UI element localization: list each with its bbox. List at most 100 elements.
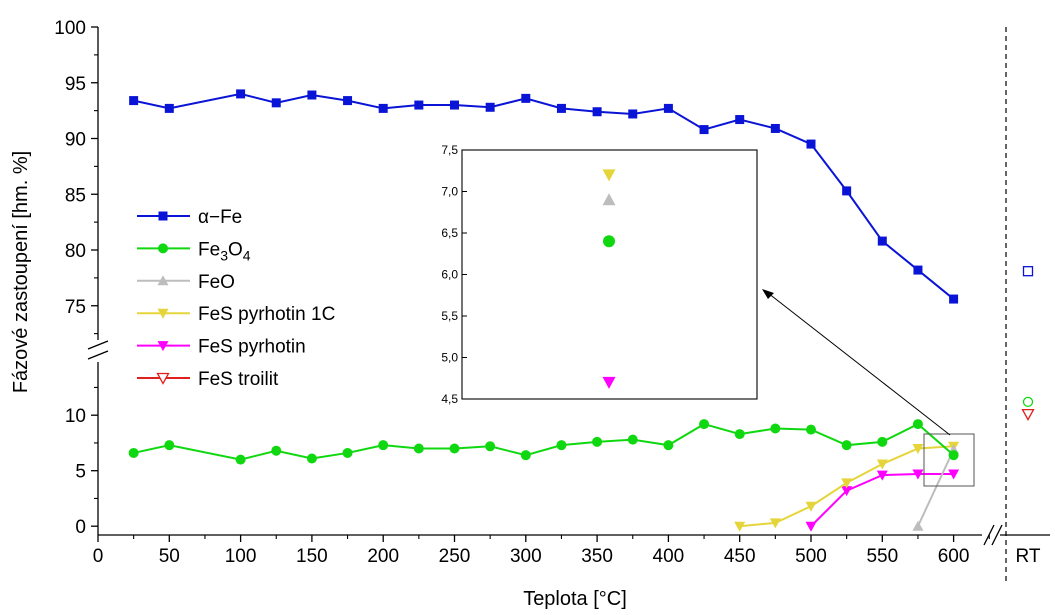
data-point <box>948 450 959 461</box>
legend-label: FeS troilit <box>198 369 279 390</box>
data-point <box>342 447 353 458</box>
data-point <box>271 445 282 456</box>
data-point <box>876 470 888 481</box>
inset-data-point <box>602 169 616 182</box>
legend-item: Fe3O4 <box>137 239 251 263</box>
data-point <box>699 125 709 135</box>
y-axis-break-mark <box>87 340 109 350</box>
data-point <box>912 469 924 480</box>
x-tick-label: 550 <box>866 546 898 567</box>
data-point <box>877 436 888 447</box>
data-point <box>271 98 281 108</box>
data-point <box>769 518 781 529</box>
legend-label: FeS pyrhotin 1C <box>198 304 335 325</box>
data-point <box>734 521 746 532</box>
data-point <box>592 107 602 117</box>
x-tick-label: 350 <box>581 546 613 567</box>
data-point <box>628 109 638 119</box>
y-tick-label: 10 <box>65 406 86 427</box>
legend-label-part: 4 <box>243 247 251 263</box>
data-point <box>734 429 745 440</box>
inset-y-tick-label: 6,5 <box>441 226 458 240</box>
x-tick-label: 100 <box>225 546 257 567</box>
data-point <box>949 294 959 304</box>
data-point <box>128 447 139 458</box>
zoom-arrow-head <box>762 289 774 299</box>
data-point <box>485 441 496 452</box>
legend-item: α−Fe <box>137 207 242 228</box>
inset-y-tick-label: 5,5 <box>441 309 458 323</box>
legend-label: FeO <box>198 272 235 293</box>
data-point <box>378 440 389 451</box>
x-tick-label: 300 <box>510 546 542 567</box>
y-axis-title: Fázové zastoupení [hm. %] <box>10 151 32 393</box>
series-line <box>133 422 955 461</box>
data-point <box>805 501 817 512</box>
data-point <box>841 478 853 489</box>
inset-y-tick-label: 7,0 <box>441 185 458 199</box>
inset-data-point <box>603 235 615 248</box>
data-point <box>592 436 603 447</box>
x-tick-label: 600 <box>938 546 970 567</box>
x-tick-label: 250 <box>439 546 471 567</box>
legend-marker <box>158 211 168 221</box>
axes: 0 50 100 150 200 250 300 350 400 450 500 550 600 RT 0 5… <box>54 18 1050 582</box>
legend-label-part: Fe <box>198 239 220 260</box>
legend-marker <box>157 341 169 352</box>
data-point <box>912 419 923 430</box>
legend-item: FeS troilit <box>137 369 279 390</box>
data-point <box>485 102 495 112</box>
data-point <box>307 90 317 100</box>
data-point <box>556 440 567 451</box>
data-point <box>556 103 566 113</box>
legend-label: α−Fe <box>198 207 242 228</box>
y-tick-label: 0 <box>75 517 86 538</box>
data-point <box>627 434 638 445</box>
data-point <box>913 265 923 275</box>
series-line <box>810 473 954 527</box>
data-point <box>912 444 924 454</box>
data-point <box>876 459 888 470</box>
data-point <box>449 443 460 454</box>
data-point <box>877 236 887 246</box>
data-point <box>306 453 317 464</box>
x-tick-label: 0 <box>93 546 104 567</box>
series-5 <box>1021 408 1035 421</box>
rt-data-point <box>1021 408 1035 421</box>
data-point <box>912 520 924 531</box>
inset-y-tick-label: 6,0 <box>441 268 458 282</box>
y-tick-label: 90 <box>65 130 86 151</box>
data-point <box>520 450 531 461</box>
inset-data-point <box>602 376 616 389</box>
x-tick-label: 50 <box>159 546 180 567</box>
data-point <box>129 96 139 106</box>
legend-label: Fe3O4 <box>198 239 251 263</box>
y-tick-label: 75 <box>65 297 86 318</box>
x-tick-label: 200 <box>367 546 399 567</box>
x-tick-label: 400 <box>653 546 685 567</box>
data-point <box>235 454 246 465</box>
legend-marker <box>157 308 169 319</box>
data-point <box>770 423 781 434</box>
data-point <box>842 186 852 196</box>
y-tick-label: 80 <box>65 241 86 262</box>
legend-item: FeS pyrhotin 1C <box>137 304 335 325</box>
x-tick-label: 500 <box>795 546 827 567</box>
series-line <box>917 449 955 527</box>
data-point <box>948 469 960 480</box>
legend: α−Fe Fe3O4 FeO FeS pyrhotin 1C FeS pyrhotin F… <box>137 207 335 390</box>
series-4 <box>805 469 960 532</box>
inset: 4,5 5,0 5,5 6,0 6,5 7,0 7,5 <box>441 143 758 406</box>
data-point <box>236 89 246 99</box>
legend-label: FeS pyrhotin <box>198 337 306 358</box>
data-point <box>414 100 424 110</box>
inset-y-tick-label: 4,5 <box>441 392 458 406</box>
y-tick-label: 95 <box>65 74 86 95</box>
data-point <box>699 419 710 430</box>
data-point <box>164 440 175 451</box>
x-axis-title: Teplota [°C] <box>523 588 627 610</box>
data-point <box>806 424 816 435</box>
series-0 <box>129 89 1034 304</box>
inset-y-tick-label: 5,0 <box>441 351 458 365</box>
